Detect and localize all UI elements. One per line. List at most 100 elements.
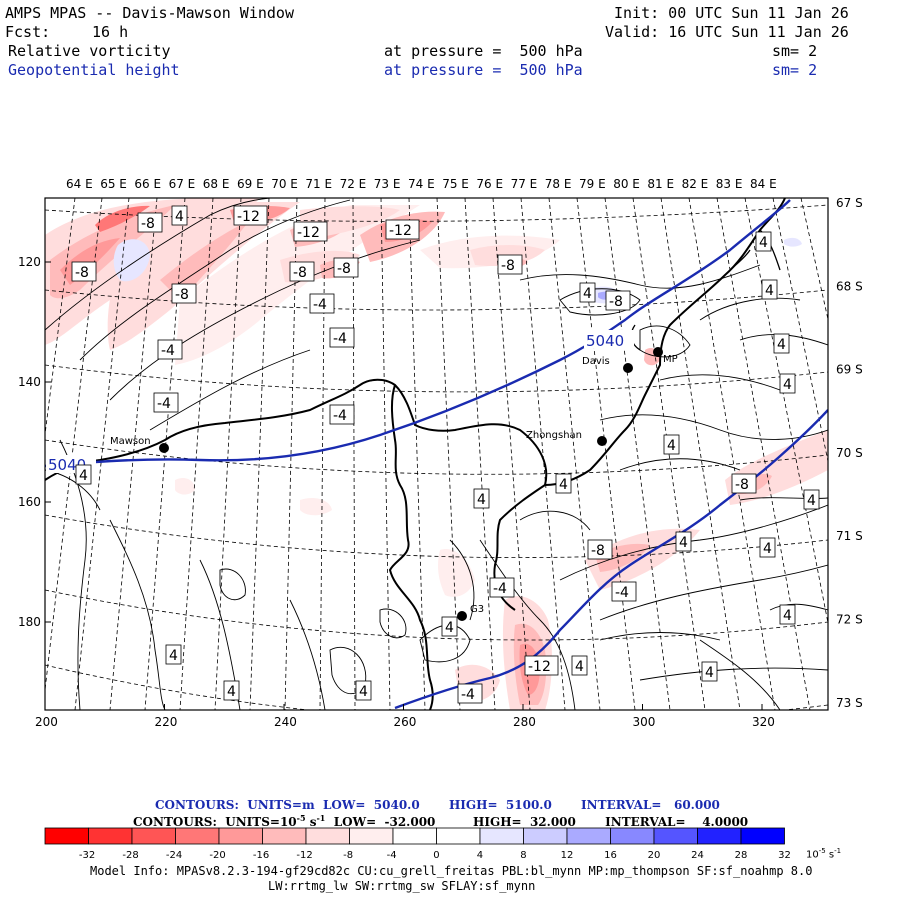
lon-label: 68 E xyxy=(203,177,230,191)
svg-text:-8: -8 xyxy=(293,265,307,281)
lon-label: 76 E xyxy=(476,177,503,191)
y-axis-ticks: 120 140 160 180 xyxy=(18,255,51,629)
height-contours-info: CONTOURS: UNITS=m LOW= 5040.0 HIGH= 5100… xyxy=(155,798,720,812)
field-vorticity-level: at pressure = 500 hPa xyxy=(384,42,583,60)
field-height: Geopotential height xyxy=(8,61,180,79)
y-tick-label: 120 xyxy=(18,255,41,269)
lon-label: 67 E xyxy=(169,177,196,191)
svg-text:4: 4 xyxy=(477,492,486,508)
vorticity-label: -12 xyxy=(385,219,420,240)
svg-text:4: 4 xyxy=(807,493,816,509)
vorticity-label: -4 xyxy=(611,581,637,602)
vorticity-label: 4 xyxy=(355,680,372,701)
lon-label: 65 E xyxy=(100,177,127,191)
lon-label: 79 E xyxy=(579,177,606,191)
svg-text:-8: -8 xyxy=(735,477,749,493)
vorticity-label: 4 xyxy=(761,279,778,300)
vorticity-label: -8 xyxy=(731,473,757,494)
colorbar-tick-label: -8 xyxy=(343,850,353,861)
colorbar-units: 10-5 s-1 xyxy=(806,843,841,863)
vorticity-contours-info: CONTOURS: UNITS=10-5 s-1 LOW= -32.000 HI… xyxy=(133,810,748,831)
colorbar-swatch xyxy=(523,827,568,845)
svg-text:4: 4 xyxy=(79,468,88,484)
vorticity-label: 4 xyxy=(223,680,240,701)
lat-label: 68 S xyxy=(836,279,863,293)
svg-text:-8: -8 xyxy=(141,216,155,232)
station-label-zhongshan: Zhongshan xyxy=(526,430,582,441)
station-label-davis: Davis xyxy=(582,356,610,367)
longitude-labels: 64 E 65 E 66 E 67 E 68 E 69 E 70 E 71 E 72 E 73 E… xyxy=(66,177,777,191)
vorticity-map: Mawson Davis MP Zhongshan G3 5040 5040 -… xyxy=(18,177,863,729)
svg-text:4: 4 xyxy=(667,438,676,454)
svg-text:4: 4 xyxy=(359,684,368,700)
y-tick-label: 160 xyxy=(18,495,41,509)
model-info: Model Info: MPASv8.2.3-194-gf29cd82c CU:… xyxy=(90,864,813,878)
colorbar-swatch xyxy=(218,827,263,845)
station-marker-davis xyxy=(623,363,633,373)
colorbar-swatch xyxy=(392,827,437,845)
colorbar-tick-label: 28 xyxy=(735,850,748,861)
colorbar-units-base: 10 xyxy=(806,849,819,861)
station-label-mp: MP xyxy=(663,354,678,365)
svg-text:-4: -4 xyxy=(313,297,327,313)
svg-text:-8: -8 xyxy=(175,287,189,303)
lat-label: 70 S xyxy=(836,446,863,460)
field-height-smoothing: sm= 2 xyxy=(772,61,818,79)
lon-label: 83 E xyxy=(716,177,743,191)
colorbar-tick-label: 12 xyxy=(561,850,574,861)
station-marker-g3 xyxy=(457,611,467,621)
vorticity-label: -8 xyxy=(289,261,315,282)
svg-text:4: 4 xyxy=(227,684,236,700)
svg-text:4: 4 xyxy=(575,659,584,675)
lat-label: 73 S xyxy=(836,696,863,710)
colorbar-swatch xyxy=(262,827,307,845)
vorticity-label: 4 xyxy=(165,644,182,665)
lon-label: 78 E xyxy=(545,177,572,191)
x-tick-label: 280 xyxy=(513,715,536,729)
colorbar-tick-label: -12 xyxy=(296,850,312,861)
vorticity-contours-s: s xyxy=(305,815,317,829)
colorbar-tick-label: -28 xyxy=(122,850,138,861)
vorticity-label: -12 xyxy=(293,221,328,242)
x-tick-label: 220 xyxy=(155,715,178,729)
vorticity-label: -8 xyxy=(497,254,523,275)
colorbar-swatch xyxy=(88,827,133,845)
colorbar-tick-label: 20 xyxy=(648,850,661,861)
colorbar-swatch xyxy=(349,827,394,845)
vorticity-contours-exp: -5 xyxy=(296,813,306,823)
svg-text:4: 4 xyxy=(169,648,178,664)
svg-text:-4: -4 xyxy=(157,396,171,412)
svg-text:4: 4 xyxy=(445,620,454,636)
vorticity-label: 4 xyxy=(441,616,458,637)
plot-title: AMPS MPAS -- Davis-Mawson Window xyxy=(5,4,294,22)
svg-text:-8: -8 xyxy=(609,294,623,310)
field-height-level: at pressure = 500 hPa xyxy=(384,61,583,79)
lon-label: 72 E xyxy=(340,177,367,191)
vorticity-contours xyxy=(45,198,828,710)
lon-label: 73 E xyxy=(374,177,401,191)
vorticity-label: 4 xyxy=(579,282,596,303)
vorticity-label: 4 xyxy=(663,434,680,455)
svg-text:-12: -12 xyxy=(528,659,551,675)
svg-text:4: 4 xyxy=(705,665,714,681)
x-axis-ticks: 200 220 240 260 280 300 320 xyxy=(35,704,775,729)
colorbar-tick-label: -16 xyxy=(253,850,269,861)
x-tick-label: 260 xyxy=(394,715,417,729)
svg-text:4: 4 xyxy=(777,337,786,353)
y-tick-label: 180 xyxy=(18,615,41,629)
vorticity-label: 4 xyxy=(803,489,820,510)
colorbar-tick-label: 24 xyxy=(691,850,704,861)
x-tick-label: 200 xyxy=(35,715,58,729)
vorticity-label: 4 xyxy=(701,661,718,682)
colorbar-swatch xyxy=(653,827,698,845)
init-time: Init: 00 UTC Sun 11 Jan 26 xyxy=(614,4,849,22)
vorticity-label: -4 xyxy=(157,339,183,360)
vorticity-label: -8 xyxy=(587,539,613,560)
vorticity-label: -8 xyxy=(71,261,97,282)
lon-label: 71 E xyxy=(305,177,332,191)
vorticity-label: -8 xyxy=(605,290,631,311)
vorticity-label: -4 xyxy=(153,392,179,413)
vorticity-label: -12 xyxy=(233,205,268,226)
svg-text:-4: -4 xyxy=(161,343,175,359)
